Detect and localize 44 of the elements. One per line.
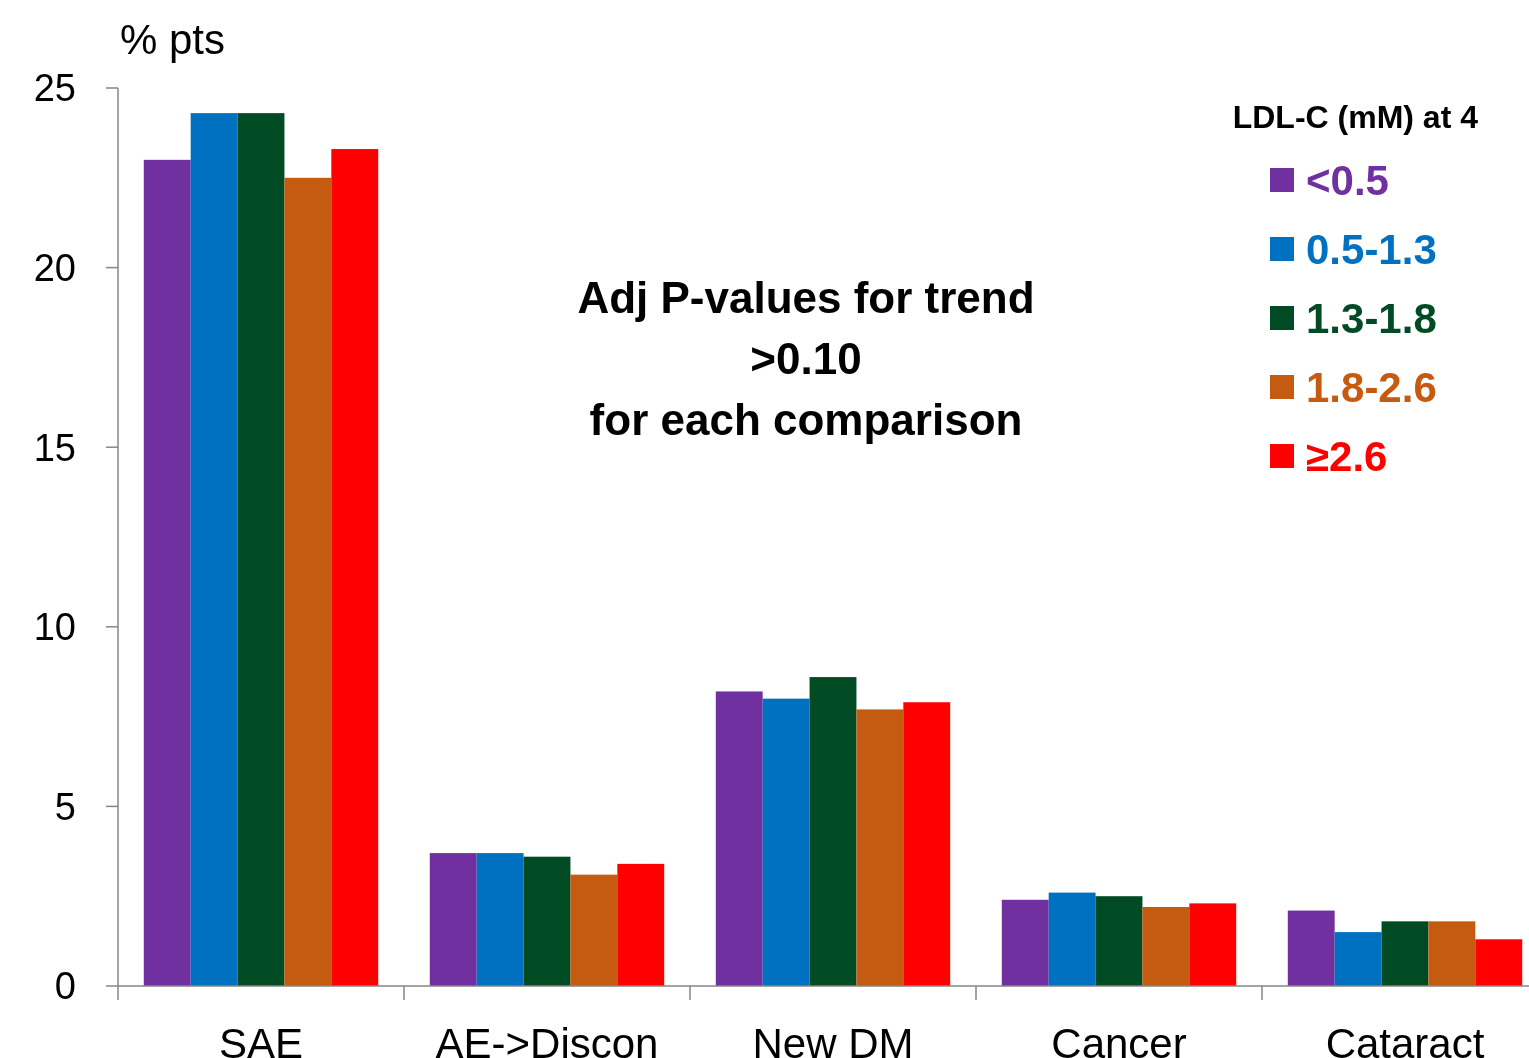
x-tick-label: AE->Discon <box>435 1020 659 1058</box>
y-axis-title: % pts <box>120 16 226 63</box>
bar <box>809 677 857 986</box>
bar <box>1189 903 1237 986</box>
annotation: Adj P-values for trend >0.10 for each comparison <box>577 273 1035 444</box>
bar <box>476 853 524 986</box>
y-tick-label: 20 <box>33 246 76 289</box>
bar <box>1142 906 1190 986</box>
bar <box>1287 910 1335 986</box>
legend-label: 1.8-2.6 <box>1306 364 1437 412</box>
x-tick-label: Cancer <box>1051 1020 1187 1058</box>
bar <box>331 149 379 986</box>
bar <box>617 863 665 986</box>
bar <box>856 709 904 986</box>
legend-title: LDL-C (mM) at 4 <box>1232 99 1479 135</box>
bar <box>1095 896 1143 986</box>
bar <box>523 856 571 986</box>
bar <box>1048 892 1096 986</box>
y-tick-label: 0 <box>54 965 76 1008</box>
bar <box>1001 899 1049 986</box>
legend-label: ≥2.6 <box>1306 433 1388 481</box>
bar <box>1428 921 1476 986</box>
bar <box>143 159 191 986</box>
bar <box>237 113 285 986</box>
bar <box>1381 921 1429 986</box>
x-tick-label: New DM <box>752 1020 914 1058</box>
bar <box>190 113 238 986</box>
y-tick-label: 25 <box>33 67 76 110</box>
legend-label: 1.3-1.8 <box>1306 295 1437 343</box>
x-tick-label: Cataract <box>1325 1020 1485 1058</box>
bar <box>429 853 477 986</box>
y-tick-label: 5 <box>54 785 76 828</box>
legend-label: <0.5 <box>1306 157 1389 205</box>
y-tick-label: 10 <box>33 606 76 649</box>
bar <box>762 698 810 986</box>
bar <box>284 177 332 986</box>
bar <box>715 691 763 986</box>
bar <box>570 874 618 986</box>
bar <box>903 702 951 986</box>
bar <box>1334 932 1382 986</box>
y-tick-label: 15 <box>33 426 76 469</box>
x-tick-label: SAE <box>218 1020 304 1058</box>
bar <box>1475 939 1523 986</box>
legend-label: 0.5-1.3 <box>1306 226 1437 274</box>
